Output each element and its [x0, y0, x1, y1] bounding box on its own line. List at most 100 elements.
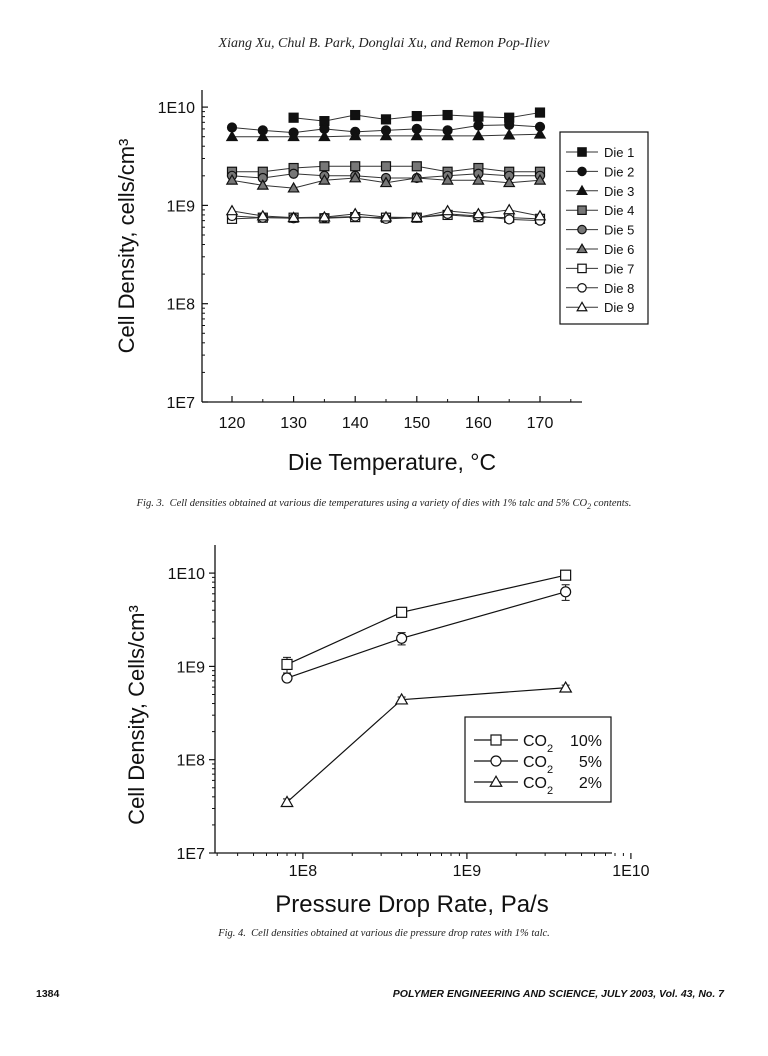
- fig3-caption-text: Cell densities obtained at various die t…: [169, 498, 588, 509]
- fig3-data-point: [318, 130, 331, 142]
- fig4-data-point: [560, 586, 572, 598]
- fig3-legend-marker: [577, 147, 587, 157]
- fig3-data-point: [288, 112, 299, 123]
- fig3-x-axis-label: Die Temperature, °C: [288, 449, 496, 475]
- fig3-legend-label: Die 4: [604, 203, 634, 218]
- fig3-data-point: [379, 210, 393, 222]
- fig4-legend-label: CO2 10%: [523, 733, 602, 755]
- fig3-data-point: [256, 130, 270, 142]
- fig4-data-point: [558, 680, 573, 693]
- fig3-data-point: [472, 207, 485, 219]
- fig3-caption-prefix: Fig. 3.: [136, 498, 165, 509]
- fig4-series-1: [281, 569, 572, 674]
- fig4-x-axis-label: Pressure Drop Rate, Pa/s: [275, 891, 548, 918]
- fig3-legend-marker: [576, 184, 588, 195]
- fig3-data-point: [287, 181, 300, 193]
- fig3-legend-label: Die 3: [604, 184, 634, 199]
- fig4-series: [280, 569, 573, 808]
- fig4-x-tick-label: 1E8: [289, 863, 318, 880]
- fig4-x-tick-label: 1E10: [612, 863, 649, 880]
- fig3-legend-label: Die 1: [604, 145, 634, 160]
- fig3-data-point: [534, 107, 546, 118]
- fig3-x-tick-label: 160: [465, 415, 492, 432]
- fig3-axes: 1E7 1E8 1E9 1E10 120 130 140 150 160 170 Die Tempe…: [114, 90, 582, 475]
- fig3-data-point: [287, 211, 300, 223]
- fig3-legend-marker: [577, 205, 587, 215]
- fig3-data-point: [225, 204, 239, 216]
- fig3-caption-sub: 2: [587, 502, 592, 512]
- fig3-data-point: [441, 129, 454, 141]
- fig4-data-point: [396, 632, 408, 644]
- fig3-data-point: [379, 129, 393, 141]
- fig3-series-6: [225, 171, 547, 193]
- fig4-y-tick-label: 1E9: [177, 659, 206, 676]
- fig3-x-tick-label: 170: [527, 415, 554, 432]
- fig4-caption-text: Cell densities obtained at various die p…: [251, 928, 550, 939]
- fig4-caption-prefix: Fig. 4.: [218, 928, 246, 939]
- fig3-data-point: [533, 173, 547, 185]
- fig3-x-tick-label: 140: [342, 415, 369, 432]
- fig4-series-line: [286, 591, 566, 679]
- page-number: 1384: [36, 988, 60, 1000]
- fig3-caption-suffix: contents.: [591, 498, 632, 509]
- fig4-series-line: [286, 574, 566, 665]
- fig4-data-point: [394, 692, 409, 705]
- fig4-data-point: [396, 606, 408, 618]
- fig3-data-point: [380, 114, 392, 125]
- fig3-series: [225, 107, 547, 226]
- fig4-legend-marker: [490, 734, 502, 746]
- fig3-data-point: [441, 173, 454, 185]
- fig3-data-point: [533, 127, 547, 139]
- fig3-legend-marker: [577, 263, 587, 274]
- fig4-legend-label: CO2 5%: [523, 754, 602, 776]
- fig3-series-9: [225, 203, 547, 223]
- fig3-data-point: [410, 171, 424, 183]
- fig3-chart: 1E7 1E8 1E9 1E10 120 130 140 150 160 170 Die Tempe…: [114, 90, 649, 475]
- fig3-data-point: [504, 214, 515, 225]
- fig3-data-point: [348, 129, 362, 141]
- running-head: Xiang Xu, Chul B. Park, Donglai Xu, and …: [218, 36, 550, 51]
- fig3-data-point: [411, 110, 422, 122]
- fig4-axes: 1E7 1E8 1E9 1E10 1E8 1E9 1E10 Pressure Drop Rat…: [124, 545, 650, 918]
- fig4-data-point: [560, 569, 572, 581]
- fig4-y-tick-label: 1E8: [177, 753, 206, 770]
- fig3-data-point: [287, 130, 300, 142]
- fig3-data-point: [502, 176, 516, 188]
- fig3-legend-marker: [576, 301, 588, 312]
- fig4-y-axis-label: Cell Density, Cells/cm³: [124, 605, 149, 825]
- fig3-legend-label: Die 6: [604, 242, 634, 257]
- fig4-legend-marker: [490, 755, 502, 767]
- fig3-y-tick-label: 1E8: [167, 297, 196, 314]
- fig3-data-point: [256, 178, 270, 190]
- fig3-legend-label: Die 9: [604, 300, 634, 315]
- fig3-data-point: [225, 130, 239, 142]
- fig3-legend: Die 1 Die 2 Die 3 Die 4 Die 5 Die 6 Die 7 Die 8…: [559, 131, 649, 325]
- fig3-data-point: [380, 161, 392, 172]
- fig4-legend-label: CO2 2%: [523, 775, 602, 797]
- fig3-legend-label: Die 2: [604, 164, 634, 179]
- fig3-data-point: [502, 128, 516, 140]
- fig3-data-point: [350, 109, 361, 121]
- fig4-data-point: [281, 658, 293, 671]
- fig4-series-3: [280, 680, 573, 808]
- fig3-data-point: [411, 161, 422, 172]
- fig3-series-1: [288, 107, 546, 127]
- fig3-data-point: [318, 210, 331, 222]
- fig3-x-tick-label: 150: [403, 415, 430, 432]
- fig4-data-point: [280, 795, 294, 808]
- fig3-caption: Fig. 3. Cell densities obtained at vario…: [0, 498, 768, 511]
- fig3-data-point: [441, 204, 454, 216]
- fig3-legend-box: [559, 131, 649, 325]
- fig3-data-point: [348, 207, 362, 219]
- journal-footer: POLYMER ENGINEERING AND SCIENCE, JULY 20…: [392, 988, 724, 1000]
- fig3-x-tick-label: 130: [280, 415, 307, 432]
- fig3-data-point: [318, 173, 331, 185]
- fig3-legend-label: Die 7: [604, 261, 634, 276]
- fig4-y-tick-label: 1E7: [177, 846, 206, 863]
- fig3-data-point: [225, 173, 239, 185]
- fig3-y-axis-label: Cell Density, cells/cm³: [114, 139, 139, 354]
- fig3-legend-marker: [577, 282, 587, 293]
- fig3-data-point: [379, 176, 393, 188]
- fig3-data-point: [410, 211, 424, 223]
